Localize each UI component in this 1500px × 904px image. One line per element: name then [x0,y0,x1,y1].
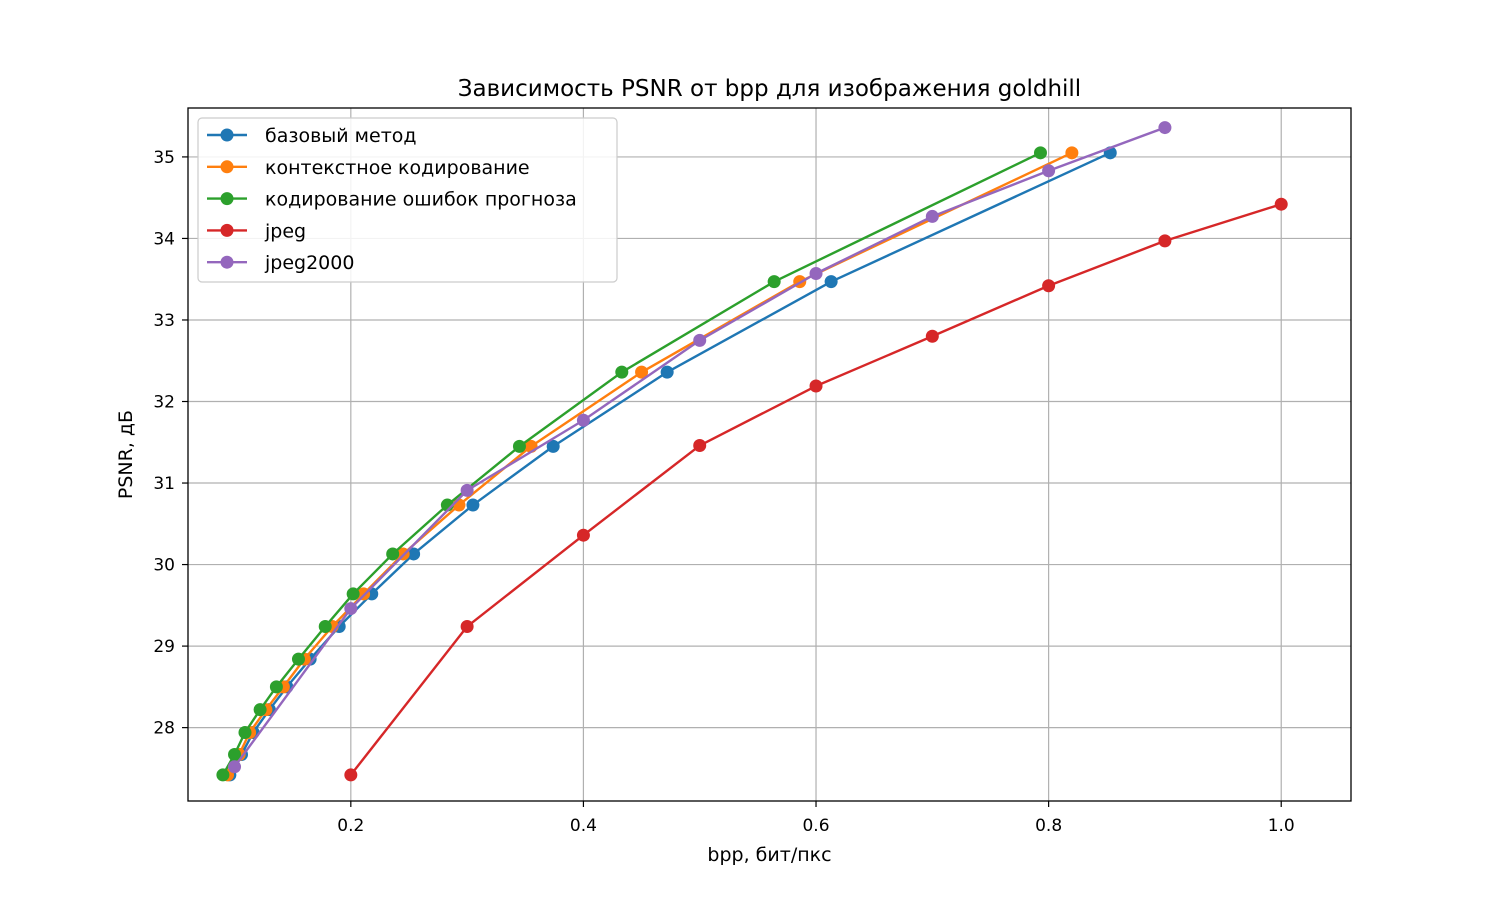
data-point [925,209,939,223]
data-point [1065,146,1079,160]
y-tick-label: 28 [153,719,175,739]
x-tick-label: 1.0 [1268,816,1295,836]
data-point [253,703,267,717]
y-tick-label: 35 [153,148,175,168]
x-tick-label: 0.2 [337,816,364,836]
data-point [269,680,283,694]
data-point [615,365,629,379]
data-point [466,498,480,512]
x-axis-label: bpp, бит/пкс [707,844,831,866]
legend-label: jpeg [264,220,306,242]
data-point [925,329,939,343]
chart-title: Зависимость PSNR от bpp для изображения … [458,76,1081,102]
y-tick-label: 32 [153,393,175,413]
data-point [344,602,358,616]
legend-label: базовый метод [265,125,417,147]
legend: базовый метод контекстное кодирование коди… [197,117,618,283]
data-point [576,528,590,542]
axis-ticks: 0.2 0.4 0.6 0.8 1.0 28 29 30 31 32 33 34 35 [153,148,1294,836]
legend-entry: базовый метод [207,125,417,147]
x-tick-label: 0.6 [802,816,829,836]
y-tick-label: 33 [153,311,175,331]
data-point [344,768,358,782]
data-point [693,333,707,347]
legend-box [197,117,618,283]
legend-label: кодирование ошибок прогноза [265,189,577,211]
data-point [216,768,230,782]
data-point [1274,197,1288,211]
y-tick-label: 34 [153,229,175,249]
data-point [228,748,242,762]
data-point [238,726,252,740]
legend-entry: контекстное кодирование [207,157,530,179]
data-point [460,483,474,497]
data-series [216,121,1288,782]
legend-marker [220,255,234,269]
legend-label: jpeg2000 [264,252,354,274]
data-point [693,439,707,453]
data-point [824,275,838,289]
plot-frame [187,107,1352,802]
data-point [512,439,526,453]
data-point [767,275,781,289]
data-point [1033,146,1047,160]
data-point [1158,121,1172,135]
data-point [460,620,474,634]
series-5 [228,121,1172,774]
data-point [660,365,674,379]
data-point [407,547,421,561]
legend-entries: базовый метод контекстное кодирование коди… [207,125,577,274]
data-point [546,439,560,453]
legend-label: контекстное кодирование [265,157,530,179]
data-point [1158,234,1172,248]
data-point [228,760,242,774]
data-point [318,620,332,634]
legend-marker [220,223,234,237]
legend-entry: кодирование ошибок прогноза [207,189,577,211]
data-point [346,587,360,601]
data-point [1042,279,1056,293]
y-tick-label: 30 [153,556,175,576]
legend-marker [220,192,234,206]
data-point [576,413,590,427]
series-4 [344,197,1288,782]
y-axis-label: PSNR, дБ [115,410,137,499]
x-tick-label: 0.4 [570,816,597,836]
data-point [1042,164,1056,178]
y-tick-label: 31 [153,474,175,494]
y-tick-label: 29 [153,637,175,657]
series-3 [216,146,1047,782]
legend-entry: jpeg [207,220,306,242]
legend-marker [220,160,234,174]
data-point [291,652,305,666]
data-point [635,365,649,379]
data-point [386,547,400,561]
legend-marker [220,128,234,142]
data-point [809,267,823,281]
x-tick-label: 0.8 [1035,816,1062,836]
data-point [809,379,823,393]
legend-entry: jpeg2000 [207,252,354,274]
